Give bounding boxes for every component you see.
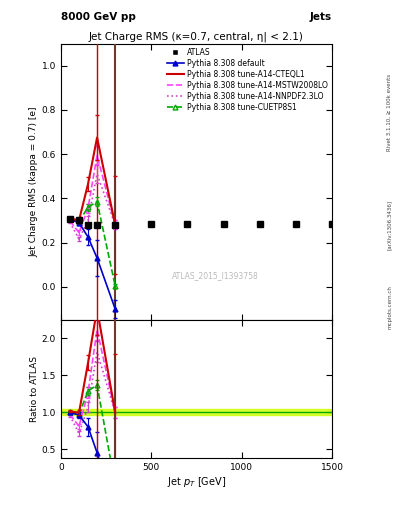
Y-axis label: Ratio to ATLAS: Ratio to ATLAS — [30, 356, 39, 422]
Bar — [61, 410, 332, 415]
Y-axis label: Jet Charge RMS (kappa = 0.7) [e]: Jet Charge RMS (kappa = 0.7) [e] — [30, 106, 39, 257]
Title: Jet Charge RMS (κ=0.7, central, η| < 2.1): Jet Charge RMS (κ=0.7, central, η| < 2.1… — [89, 31, 304, 42]
Legend: ATLAS, Pythia 8.308 default, Pythia 8.308 tune-A14-CTEQL1, Pythia 8.308 tune-A14: ATLAS, Pythia 8.308 default, Pythia 8.30… — [164, 45, 331, 115]
Text: Jets: Jets — [310, 11, 332, 22]
X-axis label: Jet $p_{T}$ [GeV]: Jet $p_{T}$ [GeV] — [167, 475, 226, 489]
Text: 8000 GeV pp: 8000 GeV pp — [61, 11, 136, 22]
Text: Rivet 3.1.10, ≥ 100k events: Rivet 3.1.10, ≥ 100k events — [387, 74, 392, 151]
Text: ATLAS_2015_I1393758: ATLAS_2015_I1393758 — [172, 271, 259, 280]
Text: mcplots.cern.ch: mcplots.cern.ch — [387, 285, 392, 329]
Text: [arXiv:1306.3436]: [arXiv:1306.3436] — [387, 200, 392, 250]
